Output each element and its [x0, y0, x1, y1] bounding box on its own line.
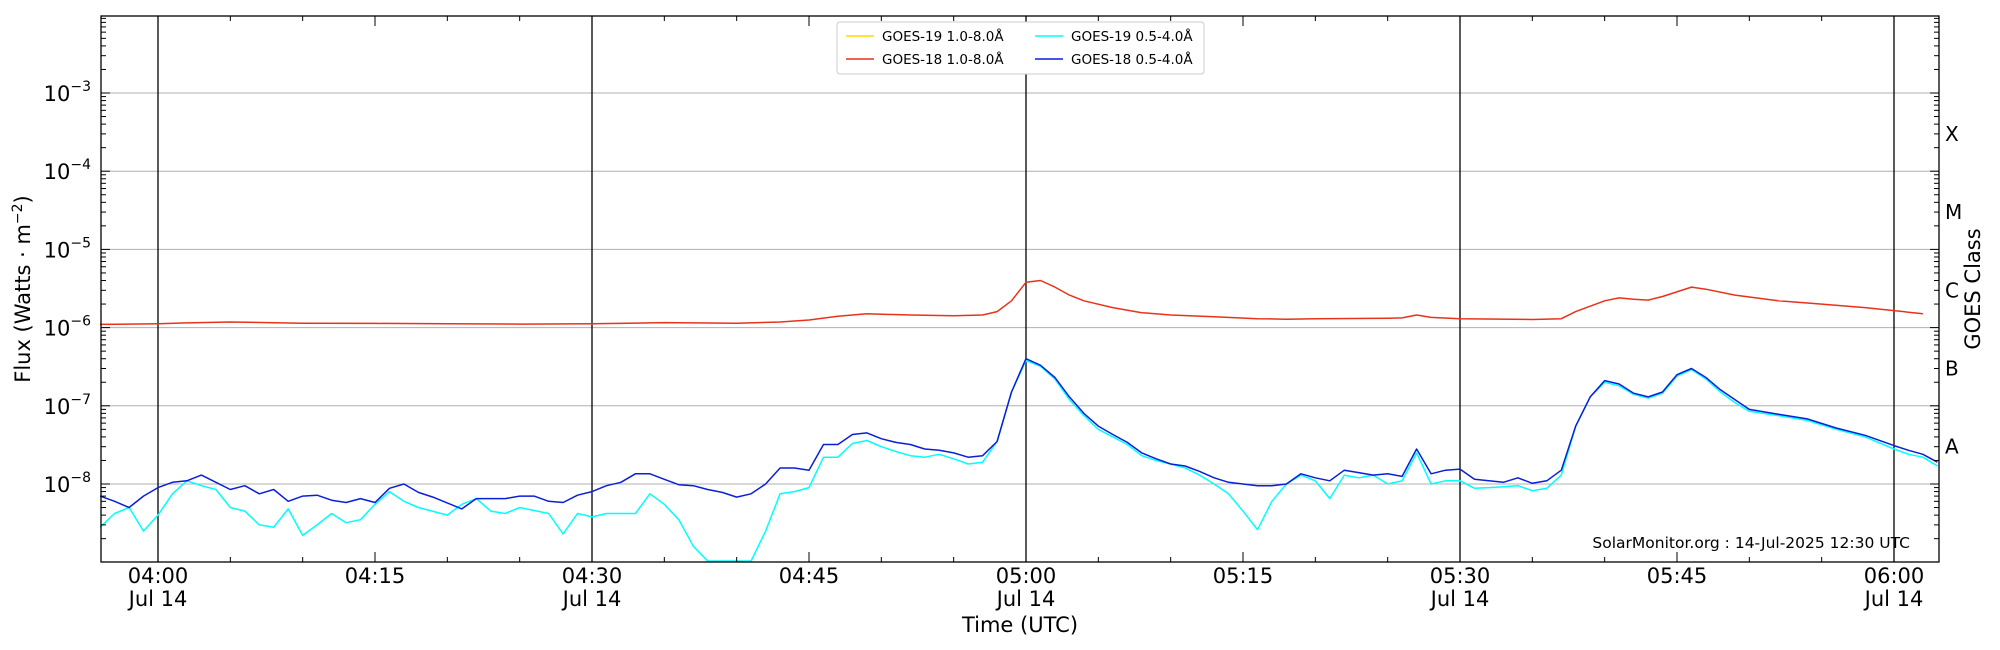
goes-class-label: C — [1945, 278, 1959, 302]
goes-class-labels: X M C B A — [1945, 122, 1962, 459]
series-lines — [99, 279, 1938, 562]
watermark-text: SolarMonitor.org : 14-Jul-2025 12:30 UTC — [1592, 534, 1910, 552]
x-tick-label: 04:15 — [345, 564, 406, 588]
goes-class-label: M — [1945, 200, 1962, 224]
legend-label: GOES-19 1.0-8.0Å — [882, 28, 1004, 45]
x-tick-label: 05:45 — [1647, 564, 1708, 588]
legend-label: GOES-19 0.5-4.0Å — [1071, 28, 1193, 45]
x-tick-date-label: Jul 14 — [561, 587, 622, 611]
plot-frame — [100, 15, 1940, 563]
goes-class-label: X — [1945, 122, 1959, 146]
x-tick-label: 04:45 — [779, 564, 840, 588]
grid-lines — [101, 92, 1939, 485]
x-tick-label: 05:00 — [996, 564, 1057, 588]
y-axis-label-right: GOES Class — [1961, 228, 1985, 349]
x-tick-date-label: Jul 14 — [1863, 587, 1924, 611]
x-axis-label: Time (UTC) — [961, 613, 1078, 637]
x-tick-label: 05:15 — [1213, 564, 1274, 588]
y-tick-label: 10−6 — [44, 314, 91, 341]
x-tick-label: 04:30 — [562, 564, 623, 588]
y-tick-label: 10−4 — [44, 157, 91, 184]
y-tick-label: 10−8 — [44, 470, 91, 497]
x-tick-label: 05:30 — [1430, 564, 1491, 588]
legend-label: GOES-18 1.0-8.0Å — [882, 51, 1004, 68]
legend: GOES-19 1.0-8.0Å GOES-19 0.5-4.0Å GOES-18 … — [836, 21, 1205, 75]
series-line — [99, 359, 1938, 562]
y-tick-label: 10−3 — [44, 79, 91, 106]
x-tick-label: 04:00 — [128, 564, 189, 588]
x-tick-date-label: Jul 14 — [995, 587, 1056, 611]
y-axis-ticks: 10−3 10−4 10−5 10−6 10−7 10−8 — [44, 17, 1939, 540]
goes-class-label: A — [1945, 435, 1959, 459]
x-tick-date-label: Jul 14 — [127, 587, 188, 611]
x-tick-label: 06:00 — [1864, 564, 1925, 588]
y-axis-label: Flux (Watts · m−2) — [10, 195, 35, 383]
legend-box — [836, 21, 1205, 75]
y-tick-label: 10−5 — [44, 235, 91, 262]
y-tick-label: 10−7 — [44, 392, 91, 419]
series-line — [99, 357, 1938, 510]
legend-label: GOES-18 0.5-4.0Å — [1071, 51, 1193, 68]
series-line — [100, 279, 1923, 326]
x-tick-date-label: Jul 14 — [1429, 587, 1490, 611]
goes-class-label: B — [1945, 356, 1959, 380]
vertical-day-lines — [157, 16, 1895, 562]
